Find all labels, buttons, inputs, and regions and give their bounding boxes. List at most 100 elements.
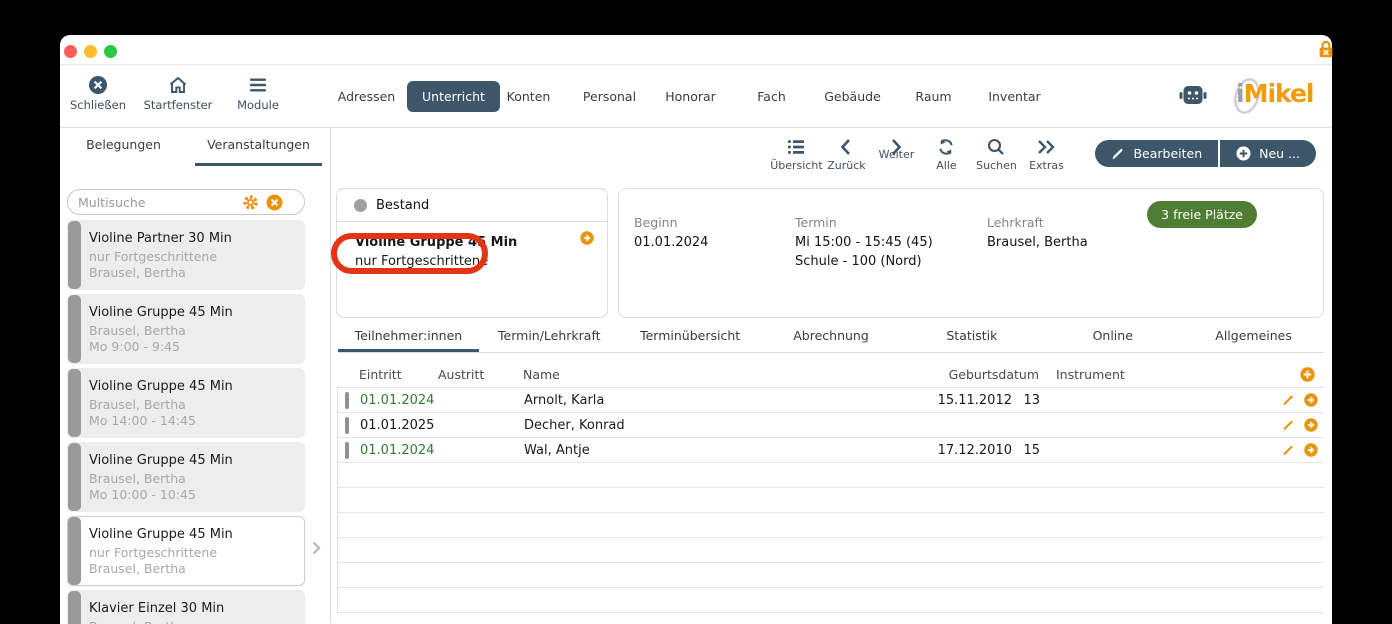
table-row[interactable]: 01.01.2024 Wal, Antje 17.12.2010 15 (338, 438, 1324, 463)
bestand-card: Bestand Violine Gruppe 45 Min nur Fortge… (336, 188, 608, 318)
chevron-left-icon (836, 137, 856, 157)
record-actions: Übersicht Zurück Weiter (331, 128, 1332, 188)
weiter-button[interactable]: Weiter (871, 137, 921, 161)
lock-icon (1317, 39, 1335, 59)
suchen-button[interactable]: Suchen (971, 137, 1021, 172)
tab-terminuebersicht[interactable]: Terminübersicht (640, 328, 741, 343)
uebersicht-button[interactable]: Übersicht (770, 137, 823, 172)
status-body: Violine Gruppe 45 Min nur Fortgeschritte… (337, 222, 607, 282)
empty-table-row (338, 488, 1324, 513)
alle-button[interactable]: Alle (921, 137, 971, 172)
app-window: Schließen Startfenster Module Adressen U… (60, 35, 1332, 624)
summary-cards: Bestand Violine Gruppe 45 Min nur Fortge… (336, 188, 1324, 318)
table-row[interactable]: 01.01.2024 Arnolt, Karla 15.11.2012 13 (338, 388, 1324, 413)
chevron-right-icon (886, 137, 906, 157)
bearbeiten-button[interactable]: Bearbeiten (1095, 140, 1219, 167)
startfenster-button[interactable]: Startfenster (144, 75, 212, 112)
participant-table: 01.01.2024 Arnolt, Karla 15.11.2012 13 0… (337, 388, 1324, 613)
nav-konten[interactable]: Konten (506, 89, 551, 104)
lehrkraft-field: Lehrkraft Brausel, Bertha (987, 215, 1088, 250)
table-row[interactable]: 01.01.2025 Decher, Konrad (338, 413, 1324, 438)
neu-button[interactable]: Neu ... (1220, 140, 1316, 167)
open-row-arrow-icon[interactable] (1304, 443, 1318, 457)
list-item[interactable]: Violine Gruppe 45 Min Brausel, Bertha Mo… (67, 368, 305, 438)
item-accent-bar (68, 369, 81, 437)
nav-unterricht[interactable]: Unterricht (407, 81, 500, 112)
nav-honorar[interactable]: Honorar (665, 89, 716, 104)
empty-table-row (338, 538, 1324, 563)
list-item[interactable]: Violine Partner 30 Min nur Fortgeschritt… (67, 220, 305, 290)
nav-gebaeude[interactable]: Gebäude (824, 89, 881, 104)
free-places-badge: 3 freie Plätze (1147, 201, 1257, 228)
beginn-field: Beginn 01.01.2024 (634, 215, 709, 250)
item-accent-bar (68, 591, 81, 624)
menu-icon (249, 75, 267, 95)
course-title: Violine Gruppe 45 Min (355, 235, 518, 250)
nav-adressen[interactable]: Adressen (337, 89, 396, 104)
list-item[interactable]: Klavier Einzel 30 Min Brausel, Bertha Do… (67, 590, 305, 624)
logo-ellipse (1230, 74, 1264, 118)
minimize-window-button[interactable] (84, 45, 97, 58)
chevron-right-icon (312, 541, 321, 555)
refresh-icon (936, 137, 956, 157)
edit-row-icon[interactable] (1282, 444, 1295, 457)
extras-button[interactable]: Extras (1021, 137, 1071, 172)
search-input[interactable] (67, 189, 305, 215)
close-window-button[interactable] (64, 45, 77, 58)
zoom-window-button[interactable] (104, 45, 117, 58)
search-clear-icon[interactable] (266, 194, 283, 211)
col-geburtsdatum: Geburtsdatum (948, 366, 1039, 382)
list-item-selected[interactable]: Violine Gruppe 45 Min nur Fortgeschritte… (67, 516, 321, 586)
add-participant-button[interactable] (1262, 366, 1324, 382)
search-settings-gear-icon[interactable] (242, 194, 259, 211)
tab-termin-lehrkraft[interactable]: Termin/Lehrkraft (498, 328, 601, 343)
close-module-button[interactable]: Schließen (68, 75, 128, 112)
edit-row-icon[interactable] (1282, 419, 1295, 432)
status-label: Bestand (376, 197, 430, 213)
list-icon (786, 137, 806, 157)
nav-inventar[interactable]: Inventar (988, 89, 1041, 104)
search-box (67, 189, 305, 215)
item-accent-bar (68, 517, 81, 585)
status-dot-icon (354, 198, 367, 212)
sidebar: Belegungen Veranstaltungen Violine Partn… (60, 128, 331, 624)
content-tabs: Teilnehmer:innen Termin/Lehrkraft Termin… (338, 328, 1324, 353)
open-row-arrow-icon[interactable] (1304, 418, 1318, 432)
tab-veranstaltungen[interactable]: Veranstaltungen (195, 128, 322, 166)
imikel-logo: iMikel (1234, 78, 1315, 114)
toolbar-label: Schließen (70, 98, 126, 112)
sidebar-tabs: Belegungen Veranstaltungen (60, 128, 330, 166)
open-row-arrow-icon[interactable] (1304, 393, 1318, 407)
open-course-arrow-icon[interactable] (580, 231, 594, 245)
empty-table-row (338, 463, 1324, 488)
tab-allgemeines[interactable]: Allgemeines (1215, 328, 1292, 343)
list-item[interactable]: Violine Gruppe 45 Min Brausel, Bertha Mo… (67, 294, 305, 364)
module-button[interactable]: Module (228, 75, 288, 112)
nav-raum[interactable]: Raum (915, 89, 952, 104)
edit-row-icon[interactable] (1282, 394, 1295, 407)
tab-belegungen[interactable]: Belegungen (86, 137, 161, 152)
nav-personal[interactable]: Personal (582, 89, 637, 104)
status-header: Bestand (337, 189, 607, 222)
empty-table-row (338, 563, 1324, 588)
tab-teilnehmer[interactable]: Teilnehmer:innen (338, 328, 479, 352)
main-area: Übersicht Zurück Weiter (331, 128, 1332, 623)
col-austritt: Austritt (438, 366, 485, 382)
nav-fach[interactable]: Fach (757, 89, 786, 104)
tab-abrechnung[interactable]: Abrechnung (793, 328, 869, 343)
double-chevron-icon (1035, 137, 1057, 157)
table-header: Eintritt Austritt Name Geburtsdatum Inst… (337, 361, 1324, 388)
plus-circle-icon (1236, 146, 1251, 161)
pencil-icon (1111, 147, 1125, 161)
tab-online[interactable]: Online (1092, 328, 1133, 343)
close-circle-icon (88, 75, 108, 95)
col-eintritt: Eintritt (359, 366, 402, 382)
col-instrument: Instrument (1056, 366, 1125, 382)
edit-new-button-group: Bearbeiten Neu ... (1095, 140, 1316, 167)
tab-statistik[interactable]: Statistik (946, 328, 998, 343)
list-item[interactable]: Violine Gruppe 45 Min Brausel, Bertha Mo… (67, 442, 305, 512)
zurueck-button[interactable]: Zurück (821, 137, 871, 172)
assistant-robot-icon[interactable] (1178, 82, 1208, 108)
module-nav: Adressen Unterricht Konten Personal Hono… (326, 65, 1055, 128)
search-icon (986, 137, 1006, 157)
